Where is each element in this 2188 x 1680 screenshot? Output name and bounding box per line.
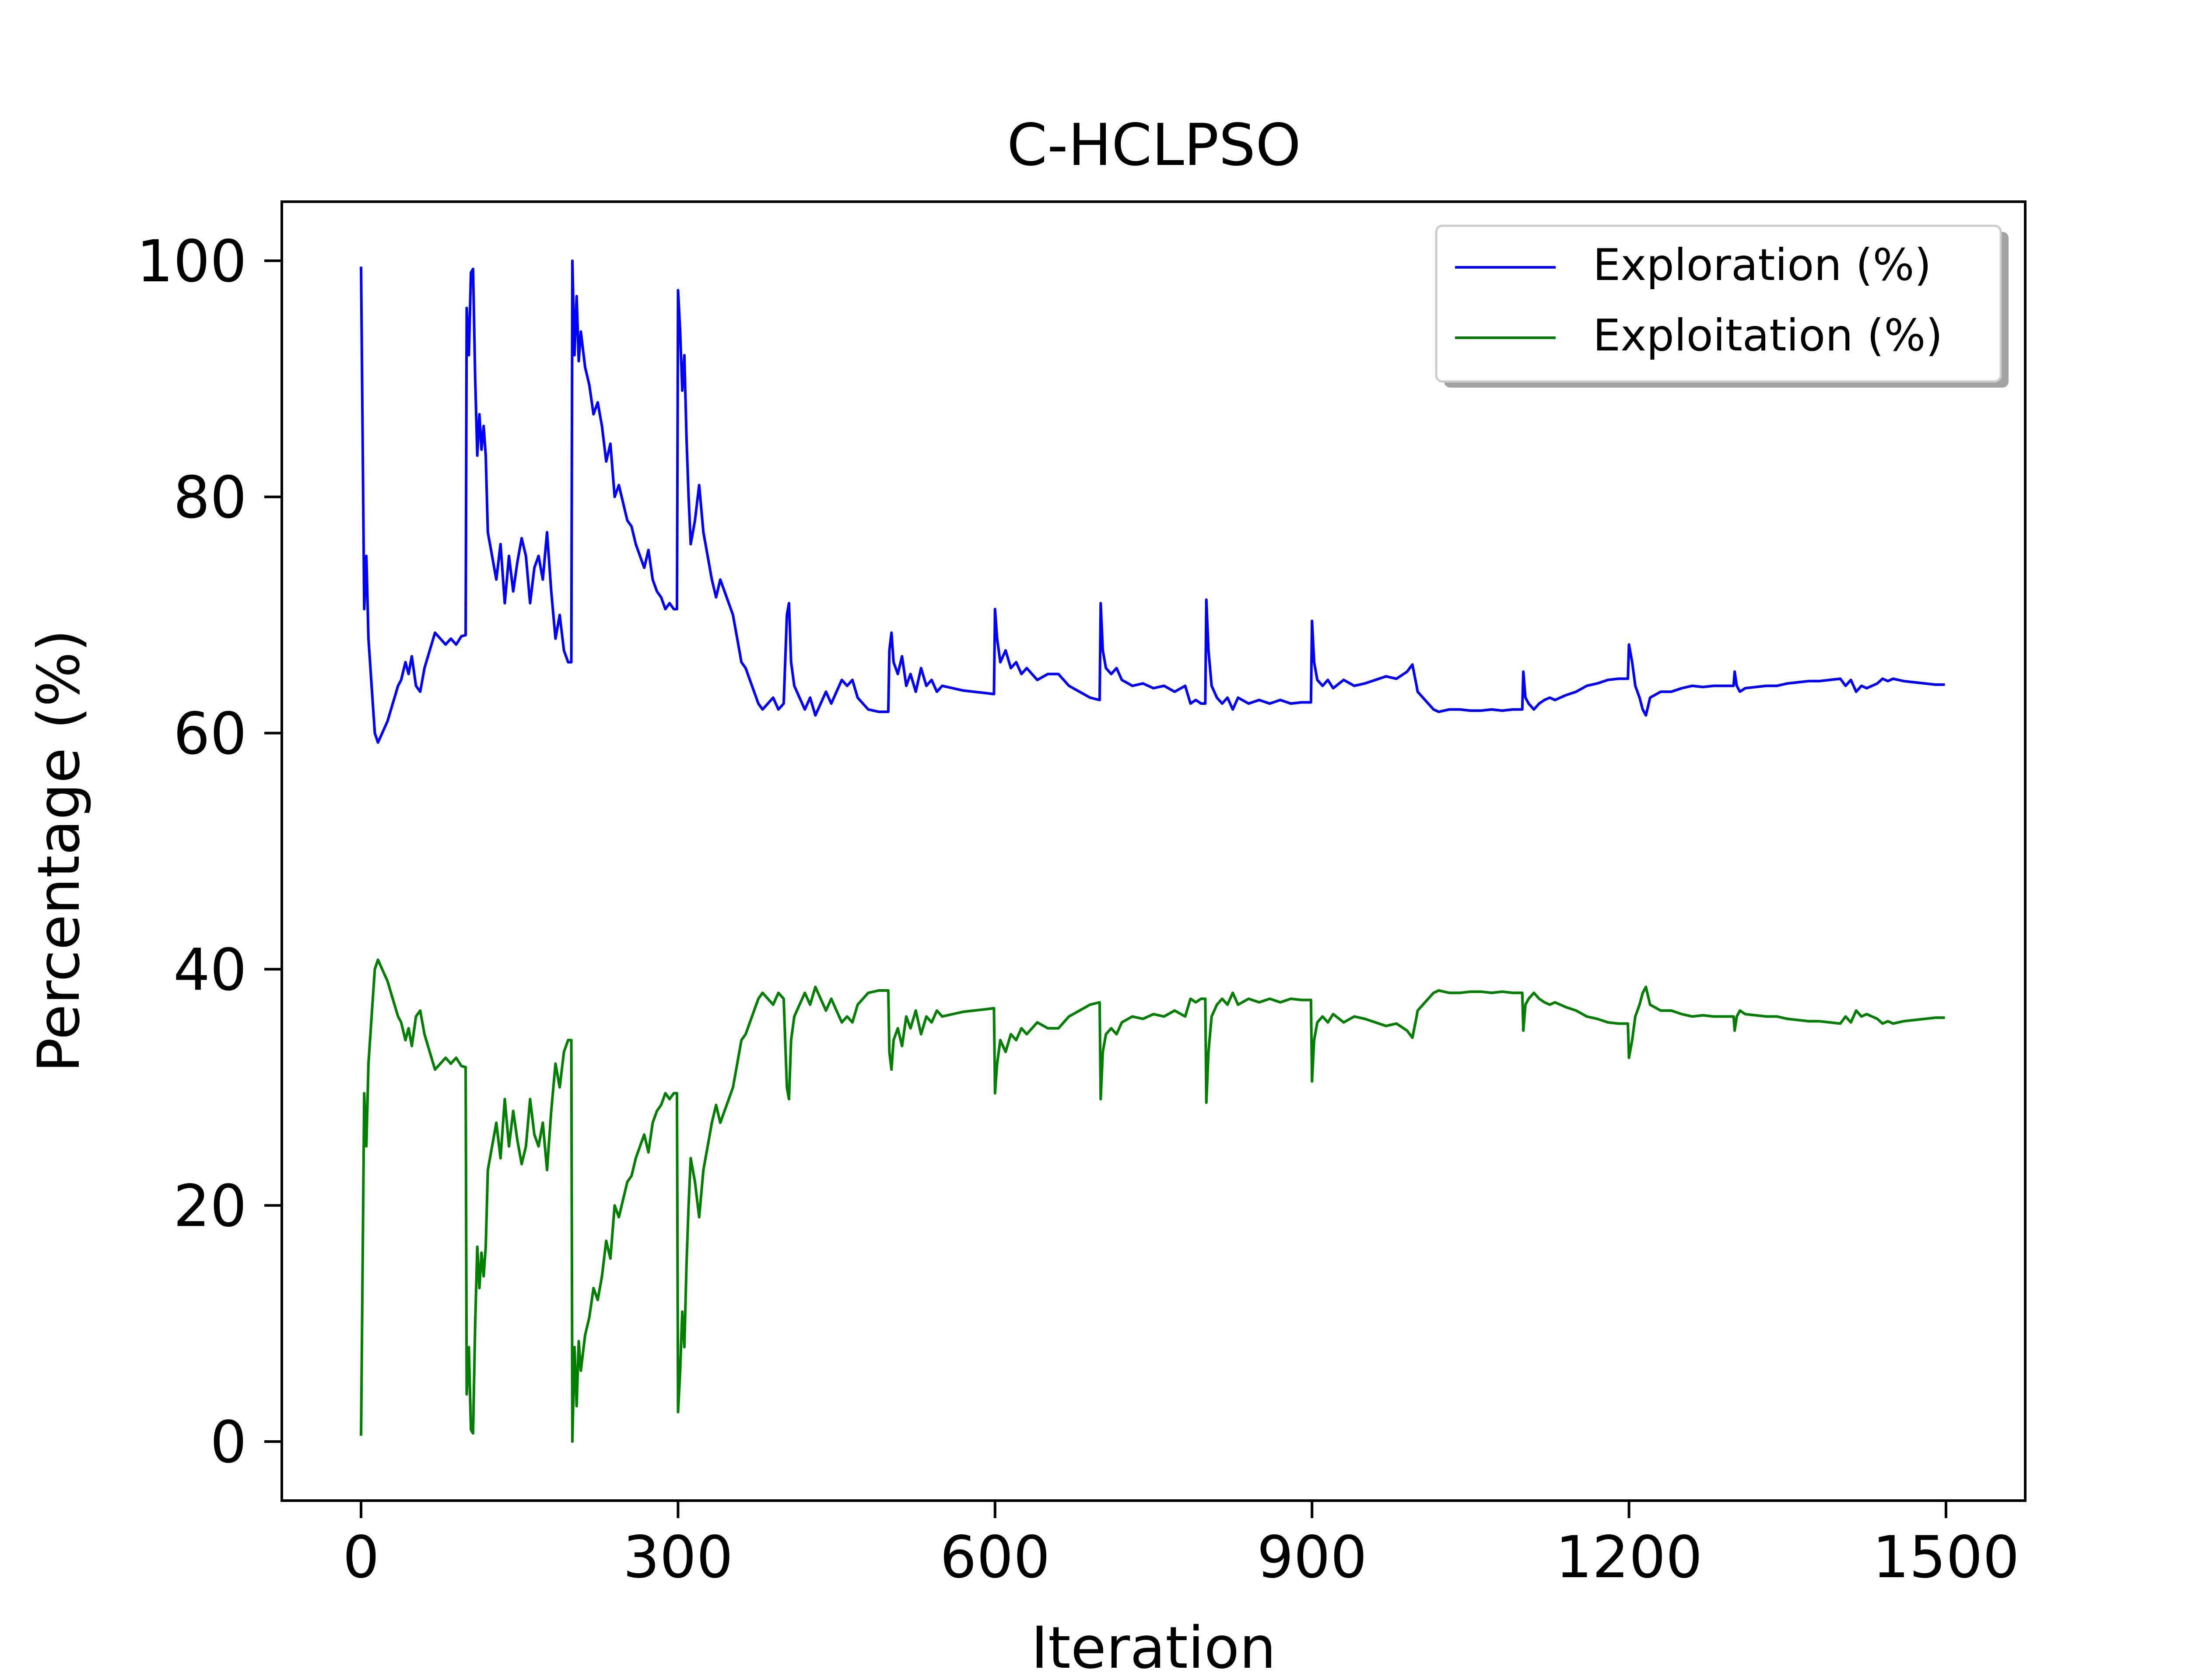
x-tick-label: 0 — [343, 1524, 379, 1591]
x-tick-label: 1200 — [1556, 1524, 1703, 1591]
y-tick-label: 20 — [173, 1172, 247, 1240]
legend-label-exploration: Exploration (%) — [1593, 239, 1932, 290]
y-tick-label: 60 — [173, 700, 247, 768]
y-tick-label: 80 — [173, 464, 247, 532]
y-tick-label: 40 — [173, 936, 247, 1004]
plot-frame — [281, 200, 2027, 1502]
x-tick-label: 900 — [1257, 1524, 1367, 1591]
series-line-exploitation — [360, 958, 1945, 1443]
axis-ticks: 0 300 600 900 1200 1500 0 20 40 60 80 100 — [137, 228, 2020, 1591]
y-tick-label: 0 — [210, 1409, 247, 1476]
legend-label-exploitation: Exploitation (%) — [1593, 310, 1943, 361]
series-line-exploration — [360, 259, 1945, 744]
legend: Exploration (%) Exploitation (%) — [1435, 224, 2009, 388]
chart-title: C-HCLPSO — [1007, 112, 1301, 179]
plot-area — [360, 259, 1945, 1443]
x-axis-label: Iteration — [1031, 1614, 1276, 1680]
x-tick-label: 1500 — [1872, 1524, 2020, 1591]
y-tick-label: 100 — [137, 228, 247, 295]
x-tick-label: 300 — [623, 1524, 733, 1591]
x-tick-label: 600 — [940, 1524, 1050, 1591]
y-axis-label: Percentage (%) — [25, 630, 93, 1073]
